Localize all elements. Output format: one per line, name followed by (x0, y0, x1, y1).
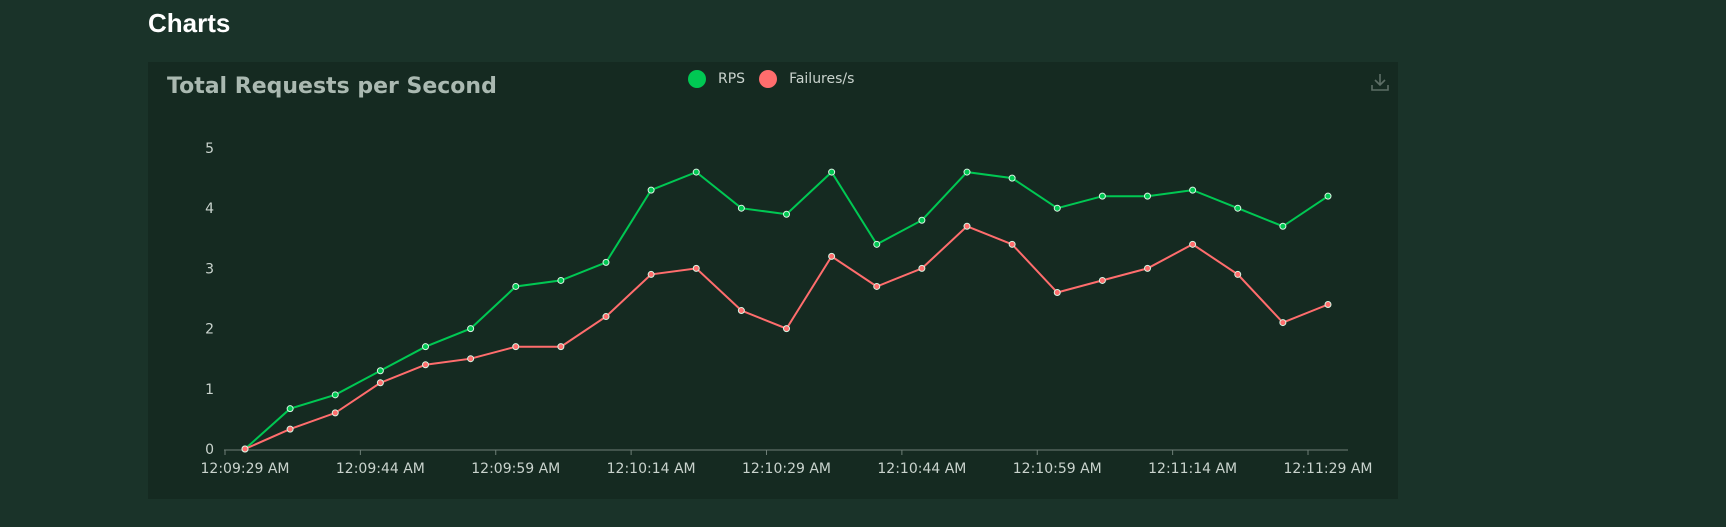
data-point-failures[interactable] (467, 355, 475, 363)
section-title: Charts (148, 8, 231, 38)
data-point-failures[interactable] (376, 379, 384, 387)
data-point-failures[interactable] (963, 222, 971, 230)
x-tick-label: 12:09:44 AM (336, 461, 425, 477)
data-point-rps[interactable] (963, 168, 971, 176)
data-point-rps[interactable] (467, 325, 475, 333)
chart-legend: RPS Failures/s (688, 64, 868, 94)
data-point-rps[interactable] (1144, 192, 1151, 200)
data-point-failures[interactable] (1324, 301, 1332, 309)
data-point-rps[interactable] (376, 367, 384, 375)
x-tick-label: 12:10:44 AM (877, 461, 966, 477)
data-point-rps[interactable] (1008, 174, 1016, 182)
x-tick-label: 12:09:59 AM (471, 461, 560, 477)
y-tick-label: 0 (205, 442, 214, 458)
y-tick-label: 2 (205, 322, 214, 338)
data-point-rps[interactable] (512, 282, 520, 290)
line-chart: 0 1 2 3 4 5 12:09:29 AM 12:09:44 AM 12:09:59 AM 1… (201, 141, 1373, 477)
data-point-rps[interactable] (602, 258, 610, 266)
chart-title: Total Requests per Second (167, 74, 497, 99)
data-point-rps[interactable] (918, 216, 926, 224)
data-point-failures[interactable] (331, 409, 339, 417)
data-point-failures[interactable] (1279, 319, 1287, 327)
data-point-rps[interactable] (1189, 186, 1197, 194)
data-point-rps[interactable] (873, 240, 881, 248)
legend-item-rps[interactable]: RPS (688, 70, 745, 88)
legend-item-failures[interactable]: Failures/s (759, 70, 854, 88)
data-point-rps[interactable] (1324, 192, 1332, 200)
data-point-failures[interactable] (692, 264, 700, 272)
data-point-failures[interactable] (1053, 288, 1061, 296)
data-point-failures[interactable] (422, 361, 429, 369)
x-tick-label: 12:10:59 AM (1013, 461, 1102, 477)
data-point-failures[interactable] (1189, 240, 1197, 248)
x-tick-label: 12:09:29 AM (201, 461, 290, 477)
data-point-rps[interactable] (1234, 204, 1242, 212)
data-point-rps[interactable] (331, 391, 339, 399)
data-point-rps[interactable] (286, 405, 294, 413)
download-icon (1371, 74, 1389, 91)
x-tick-label: 12:10:29 AM (742, 461, 831, 477)
y-tick-label: 5 (205, 141, 214, 157)
data-point-failures[interactable] (1098, 276, 1106, 284)
data-point-failures[interactable] (918, 264, 926, 272)
data-point-failures[interactable] (557, 343, 565, 351)
data-point-failures[interactable] (286, 425, 294, 433)
y-tick-label: 4 (205, 201, 214, 217)
data-point-rps[interactable] (828, 168, 836, 176)
data-point-rps[interactable] (1053, 204, 1061, 212)
legend-label-rps: RPS (718, 71, 746, 87)
data-point-rps[interactable] (783, 210, 790, 218)
chart-card: Total Requests per Second RPS Failures/s… (148, 62, 1398, 499)
x-tick-label: 12:10:14 AM (607, 461, 696, 477)
data-point-failures[interactable] (783, 325, 790, 333)
data-point-rps[interactable] (557, 276, 565, 284)
legend-label-failures: Failures/s (789, 71, 855, 87)
data-point-rps[interactable] (422, 343, 429, 351)
data-point-failures[interactable] (512, 343, 520, 351)
data-point-failures[interactable] (1234, 270, 1242, 278)
download-button[interactable] (1369, 71, 1391, 93)
data-point-failures[interactable] (828, 252, 836, 260)
data-point-rps[interactable] (1098, 192, 1106, 200)
data-point-failures[interactable] (647, 270, 655, 278)
data-point-failures[interactable] (1008, 240, 1016, 248)
data-point-failures[interactable] (1144, 264, 1151, 272)
data-point-rps[interactable] (692, 168, 700, 176)
series-line-failures (244, 225, 1329, 450)
x-tick-label: 12:11:29 AM (1284, 461, 1373, 477)
data-point-failures[interactable] (873, 282, 881, 290)
y-tick-label: 3 (205, 261, 214, 277)
data-point-rps[interactable] (737, 204, 745, 212)
legend-dot-rps (688, 70, 706, 88)
y-tick-label: 1 (205, 382, 214, 398)
data-point-rps[interactable] (647, 186, 655, 194)
legend-dot-failures (759, 70, 778, 88)
data-point-failures[interactable] (241, 445, 249, 453)
data-point-failures[interactable] (602, 313, 610, 321)
data-point-rps[interactable] (1279, 222, 1287, 230)
x-tick-label: 12:11:14 AM (1148, 461, 1237, 477)
data-point-failures[interactable] (737, 307, 745, 315)
